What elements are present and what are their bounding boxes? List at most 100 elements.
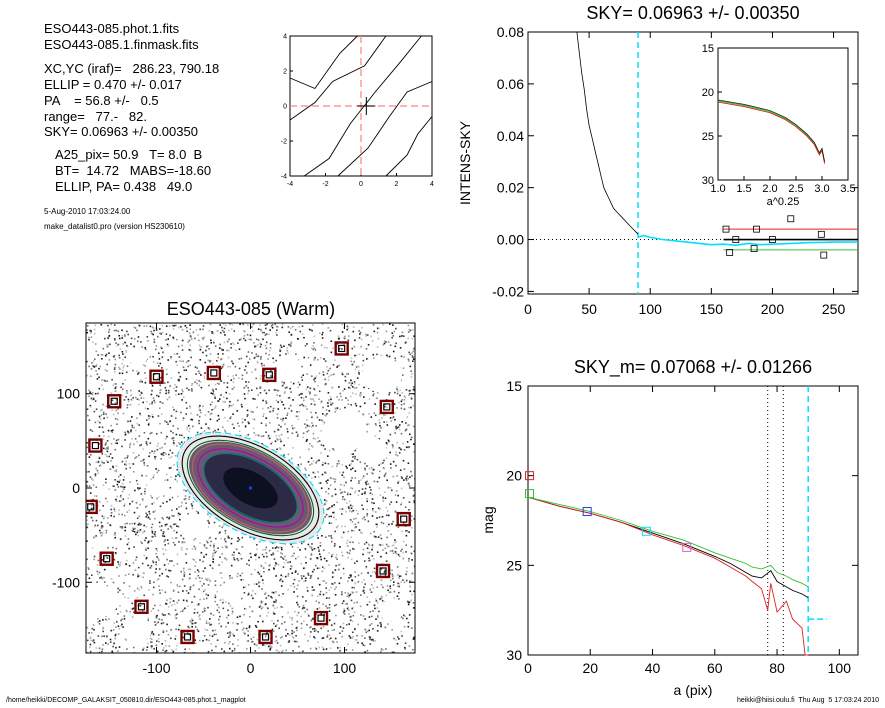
sky-noise-pixel <box>140 493 143 495</box>
sky-noise-pixel <box>333 511 335 514</box>
sky-noise-pixel <box>392 552 395 555</box>
sky-noise-pixel <box>407 337 409 340</box>
sky-noise-pixel <box>95 467 97 470</box>
sky-noise-pixel <box>189 328 192 330</box>
sky-noise-pixel <box>89 391 91 393</box>
sky-noise-pixel <box>386 406 388 409</box>
sky-noise-pixel <box>115 626 117 628</box>
contour-ytick-label: -2 <box>281 139 287 146</box>
sky-noise-pixel <box>328 399 330 401</box>
sky-noise-pixel <box>161 572 163 575</box>
sky-noise-pixel <box>215 388 217 390</box>
sky-noise-pixel <box>352 614 355 617</box>
sky-noise-pixel <box>106 522 109 524</box>
sky-noise-pixel <box>330 555 333 558</box>
sky-noise-pixel <box>341 630 344 632</box>
sky-noise-pixel <box>355 404 358 407</box>
sky-noise-pixel <box>149 325 152 328</box>
sky-noise-pixel <box>265 603 267 605</box>
sky-noise-pixel <box>265 341 268 344</box>
mask-square <box>375 563 391 579</box>
sky-noise-pixel <box>309 443 311 445</box>
sky-noise-pixel <box>366 430 368 433</box>
sky-noise-pixel <box>113 622 116 624</box>
sky-noise-pixel <box>400 403 403 406</box>
sky-noise-pixel <box>88 336 90 339</box>
sky-noise-pixel <box>237 639 239 641</box>
sky-noise-pixel <box>137 488 140 491</box>
sky-noise-pixel <box>140 587 143 590</box>
sky-noise-pixel <box>353 602 356 604</box>
sky-noise-pixel <box>354 354 356 357</box>
sky-noise-pixel <box>185 599 188 602</box>
sky-noise-pixel <box>349 387 352 389</box>
sky-noise-pixel <box>405 570 408 573</box>
sky-noise-pixel <box>200 427 203 429</box>
sky-noise-pixel <box>350 468 352 471</box>
sky-noise-pixel <box>363 543 366 545</box>
galaxy-isophote <box>203 452 298 524</box>
sky-noise-pixel <box>115 608 117 610</box>
sky-noise-pixel <box>209 618 211 620</box>
sky-noise-pixel <box>205 349 207 352</box>
sky-noise-pixel <box>136 370 138 372</box>
sky-noise-pixel <box>123 582 125 584</box>
sky-noise-pixel <box>185 562 188 564</box>
sky-noise-pixel <box>150 478 152 481</box>
sky-noise-pixel <box>376 397 378 399</box>
sky-noise-pixel <box>107 429 110 432</box>
sky-noise-pixel <box>213 546 215 549</box>
sky-noise-pixel <box>149 442 152 444</box>
sky-noise-pixel <box>226 349 228 352</box>
sky-noise-pixel <box>107 546 109 549</box>
sky-noise-pixel <box>281 420 284 422</box>
sky-noise-pixel <box>119 526 122 528</box>
sky-noise-pixel <box>264 370 266 372</box>
sky-noise-pixel <box>137 373 139 375</box>
sky-noise-pixel <box>355 386 358 389</box>
sky-noise-pixel <box>122 383 124 385</box>
sky-noise-pixel <box>131 616 134 618</box>
mask-square-inner <box>87 503 95 511</box>
sky-noise-pixel <box>100 527 103 529</box>
sky-noise-pixel <box>157 469 160 472</box>
sky-noise-pixel <box>278 447 281 449</box>
sky-noise-pixel <box>140 523 142 526</box>
sky-noise-pixel <box>123 503 126 505</box>
sky-noise-pixel <box>272 407 275 410</box>
sky-noise-pixel <box>368 559 371 562</box>
sky-noise-pixel <box>142 401 144 404</box>
sky-noise-pixel <box>173 464 175 466</box>
sky-noise-pixel <box>334 594 337 596</box>
sky-noise-pixel <box>325 560 328 562</box>
sky-noise-pixel <box>219 332 222 334</box>
sky-noise-pixel <box>247 584 250 586</box>
sky-noise-pixel <box>164 479 166 481</box>
sky-noise-pixel <box>166 523 168 526</box>
sky-noise-pixel <box>405 477 407 480</box>
sky-noise-pixel <box>198 419 200 422</box>
sky-noise-pixel <box>205 553 208 556</box>
sky-noise-pixel <box>267 434 270 437</box>
sky-noise-pixel <box>269 647 272 650</box>
sky-noise-pixel <box>303 575 305 577</box>
sky-noise-pixel <box>407 331 410 333</box>
sky-noise-pixel <box>95 350 98 353</box>
sky-noise-pixel <box>368 616 371 618</box>
sky-noise-pixel <box>254 568 256 571</box>
sky-noise-pixel <box>146 358 149 360</box>
sky-noise-pixel <box>164 420 166 423</box>
sky-noise-pixel <box>301 542 303 545</box>
sky-noise-pixel <box>104 368 107 371</box>
sky-noise-pixel <box>392 460 395 463</box>
sky-noise-pixel <box>114 390 117 392</box>
sky-noise-pixel <box>349 616 351 618</box>
sky-noise-pixel <box>231 612 234 615</box>
sky-noise-pixel <box>315 460 318 463</box>
sky-noise-pixel <box>104 618 107 621</box>
sky-noise-pixel <box>279 438 282 440</box>
sky-noise-pixel <box>326 372 329 375</box>
sky-noise-pixel <box>202 325 205 327</box>
sky-noise-pixel <box>293 578 296 581</box>
sky-noise-pixel <box>374 607 376 610</box>
